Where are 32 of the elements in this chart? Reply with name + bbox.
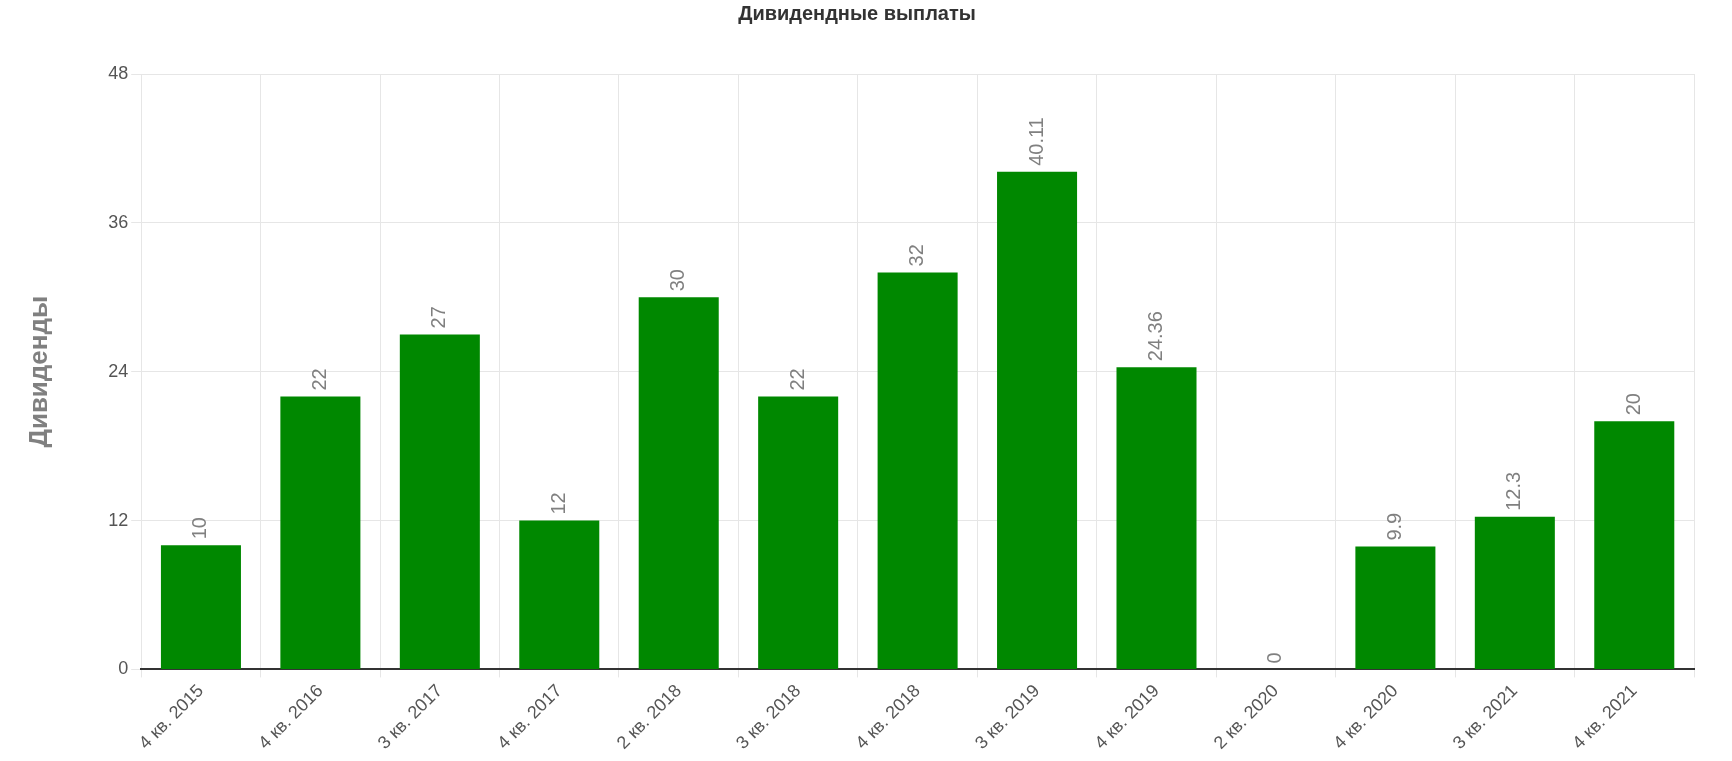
y-tick-label: 12 xyxy=(108,509,129,530)
bar xyxy=(1355,546,1436,669)
data-label: 12 xyxy=(546,492,569,515)
bar xyxy=(399,334,480,669)
y-axis-title: Дивиденды xyxy=(22,295,53,448)
data-label: 9.9 xyxy=(1382,512,1405,541)
data-label: 40.11 xyxy=(1024,117,1047,166)
chart-title: Дивидендные выплаты xyxy=(738,1,976,24)
data-label: 30 xyxy=(666,269,689,292)
bar xyxy=(758,396,839,669)
data-label: 24.36 xyxy=(1144,311,1167,362)
bar xyxy=(1594,421,1675,669)
bar xyxy=(1474,516,1555,669)
data-label: 20 xyxy=(1621,393,1644,416)
y-tick-label: 0 xyxy=(118,658,129,679)
bar xyxy=(638,297,719,669)
y-tick-label: 48 xyxy=(108,62,129,83)
data-label: 22 xyxy=(785,368,808,391)
bar xyxy=(1116,367,1197,669)
y-tick-label: 24 xyxy=(108,360,129,381)
bar xyxy=(519,520,600,669)
bar xyxy=(997,171,1078,669)
data-label: 0 xyxy=(1263,652,1286,664)
bar xyxy=(280,396,361,669)
data-label: 27 xyxy=(427,306,450,329)
data-label: 10 xyxy=(188,517,211,540)
data-label: 32 xyxy=(905,244,928,267)
data-label: 22 xyxy=(307,368,330,391)
bar xyxy=(160,545,241,669)
data-label: 12.3 xyxy=(1502,471,1525,511)
bar xyxy=(877,272,958,669)
y-tick-label: 36 xyxy=(108,211,129,232)
